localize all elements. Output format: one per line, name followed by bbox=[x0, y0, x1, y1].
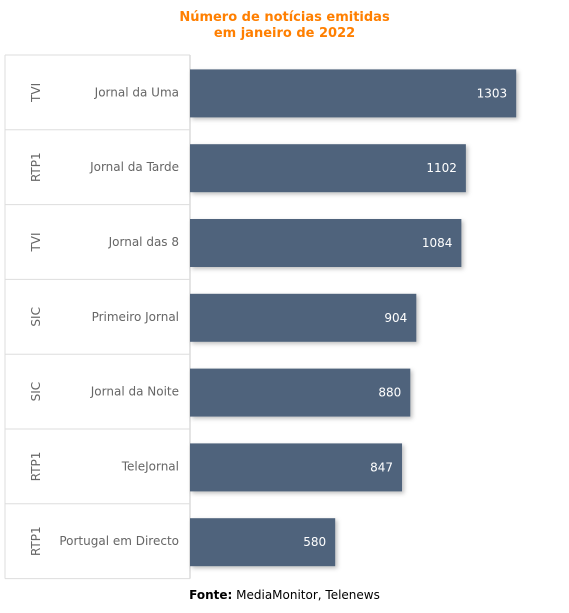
data-label: 904 bbox=[384, 311, 407, 325]
group-label: RTP1 bbox=[29, 452, 43, 482]
data-label: 847 bbox=[370, 460, 393, 474]
group-label: TVI bbox=[29, 232, 43, 252]
category-label: Primeiro Jornal bbox=[92, 310, 179, 324]
source-text: MediaMonitor, Telenews bbox=[236, 588, 380, 602]
chart-title: Número de notícias emitidas em janeiro d… bbox=[0, 10, 569, 42]
bar bbox=[190, 518, 336, 567]
chart-title-line-2: em janeiro de 2022 bbox=[213, 26, 356, 41]
source-note: Fonte: MediaMonitor, Telenews bbox=[0, 588, 569, 602]
group-label: SIC bbox=[29, 382, 43, 402]
bar bbox=[190, 293, 417, 342]
data-label: 580 bbox=[303, 535, 326, 549]
data-label: 1102 bbox=[426, 161, 457, 175]
data-label: 1084 bbox=[422, 236, 453, 250]
data-label: 1303 bbox=[477, 86, 508, 100]
bar-series: 1303 1102 1084 904 880 847 580 bbox=[190, 69, 517, 567]
bar bbox=[190, 368, 411, 417]
category-label: TeleJornal bbox=[121, 459, 179, 473]
bar bbox=[190, 443, 403, 492]
bar bbox=[190, 144, 466, 193]
category-label: Jornal da Noite bbox=[90, 385, 179, 399]
group-label: RTP1 bbox=[29, 526, 43, 556]
category-axis: TVI Jornal da Uma RTP1 Jornal da Tarde TVI Jo… bbox=[4, 54, 191, 580]
group-label: SIC bbox=[29, 307, 43, 327]
category-label: Jornal da Uma bbox=[94, 85, 179, 99]
bar bbox=[190, 219, 462, 267]
bar bbox=[190, 69, 517, 118]
chart-title-line-1: Número de notícias emitidas bbox=[179, 10, 390, 25]
group-label: RTP1 bbox=[29, 152, 43, 182]
group-label: TVI bbox=[29, 83, 43, 103]
category-label: Jornal da Tarde bbox=[89, 160, 179, 174]
data-label: 880 bbox=[378, 386, 401, 400]
category-label: Jornal das 8 bbox=[108, 235, 179, 249]
source-label: Fonte: bbox=[189, 588, 233, 602]
category-label: Portugal em Directo bbox=[59, 534, 179, 548]
